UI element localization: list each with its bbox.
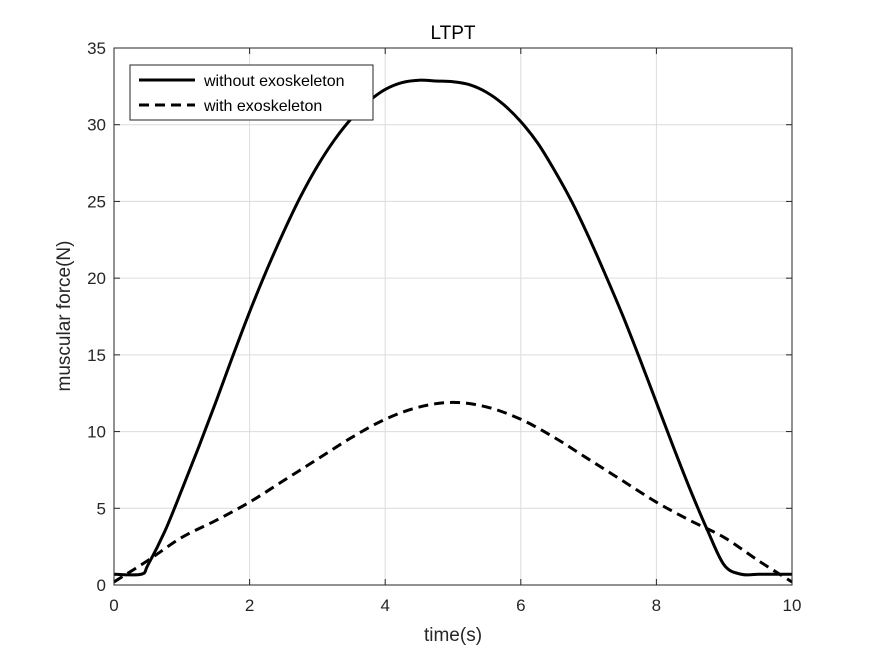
x-axis-ticks: 0 2 4 6 8 10 (109, 48, 801, 615)
y-tick-label: 0 (97, 576, 106, 595)
y-tick-label: 25 (87, 192, 106, 211)
legend-label-without-exoskeleton: without exoskeleton (203, 73, 345, 90)
x-tick-label: 10 (783, 596, 802, 615)
x-tick-label: 8 (652, 596, 661, 615)
x-tick-label: 4 (380, 596, 389, 615)
series-layer (113, 78, 793, 584)
x-tick-label: 6 (516, 596, 525, 615)
legend-label-with-exoskeleton: with exoskeleton (203, 98, 322, 115)
legend: without exoskeleton with exoskeleton (129, 64, 374, 121)
series-line-without-exoskeleton (113, 78, 792, 577)
y-grid-lines (114, 124, 792, 509)
x-axis-label: time(s) (424, 625, 482, 646)
y-tick-label: 15 (87, 346, 106, 365)
x-grid-lines (249, 48, 657, 585)
x-tick-label: 0 (109, 596, 118, 615)
y-axis-label: muscular force(N) (54, 241, 75, 392)
x-tick-label: 2 (245, 596, 254, 615)
y-tick-label: 35 (87, 39, 106, 58)
series-line-with-exoskeleton (113, 400, 793, 584)
y-axis-ticks: 0 5 10 15 20 25 30 35 (87, 39, 792, 595)
axes-box (113, 47, 793, 586)
y-tick-label: 10 (87, 423, 106, 442)
y-tick-label: 30 (87, 116, 106, 135)
y-tick-label: 20 (87, 269, 106, 288)
plot-area (114, 48, 792, 585)
chart-title: LTPT (430, 23, 475, 44)
legend-box (129, 64, 374, 121)
y-tick-label: 5 (97, 499, 106, 518)
